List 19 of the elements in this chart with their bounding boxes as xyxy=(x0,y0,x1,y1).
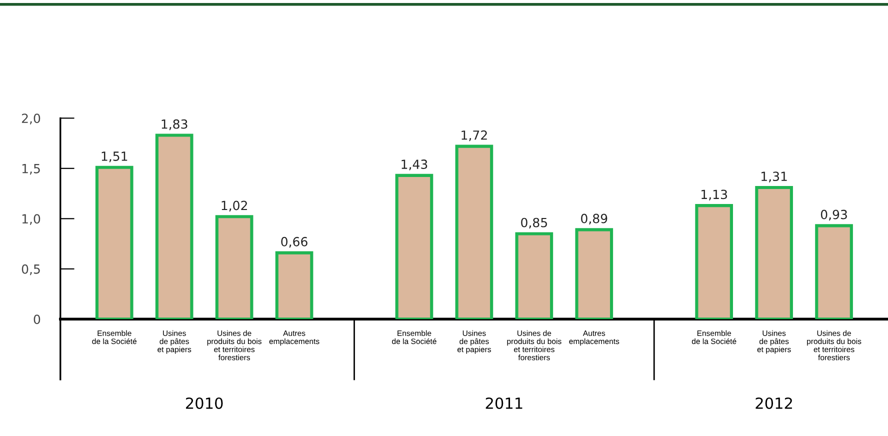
data-label: 1,31 xyxy=(762,172,787,182)
data-label: 1,13 xyxy=(702,190,727,200)
text: 2011 xyxy=(486,397,522,410)
y-tick-label: 0,5 xyxy=(22,264,40,276)
data-label: 1,51 xyxy=(102,152,128,162)
data-label: 0,66 xyxy=(281,236,308,248)
data-label: 1,43 xyxy=(402,160,428,170)
data-label: 0,85 xyxy=(521,218,547,229)
data-label: 1,02 xyxy=(222,200,247,212)
text: 2012 xyxy=(756,397,792,410)
data-label: 1,72 xyxy=(462,130,487,142)
text: 2010 xyxy=(186,397,223,410)
y-tick-label: 1,5 xyxy=(22,164,40,175)
data-label: 0,89 xyxy=(581,214,608,225)
y-tick-label: 1,0 xyxy=(22,214,40,225)
y-tick-label: 0 xyxy=(34,314,40,324)
y-tick-label: 2,0 xyxy=(22,114,40,124)
data-label: 0,93 xyxy=(820,210,847,221)
data-label: 1,83 xyxy=(162,119,188,130)
